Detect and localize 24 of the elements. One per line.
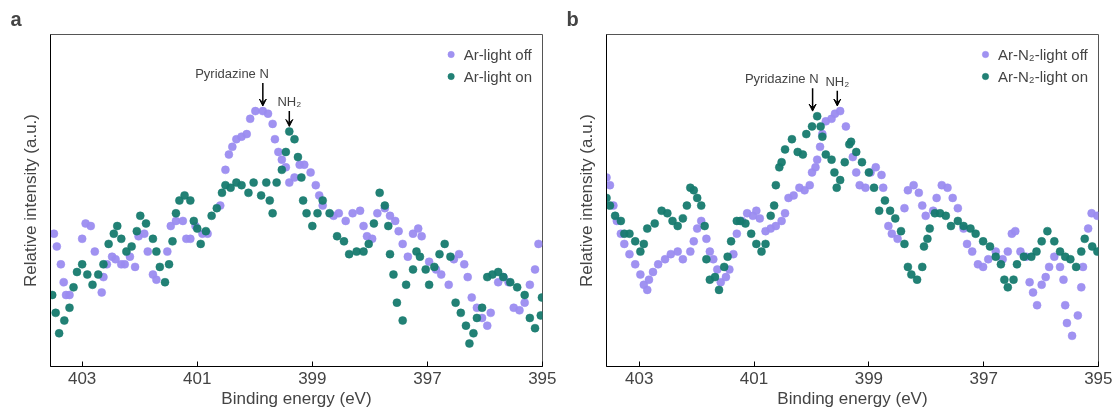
legend-label: Ar-light off [463, 45, 532, 63]
legend-label: Ar-N₂-light off [997, 45, 1088, 63]
x-tick-label: 395 [528, 368, 557, 388]
x-tick-label: 403 [625, 368, 654, 388]
annotation: NH₂ [825, 73, 850, 89]
x-tick-label: 403 [67, 368, 97, 388]
annotation: Pyridazine N [195, 66, 269, 82]
x-tick-label: 399 [854, 368, 884, 388]
x-tick-label: 401 [183, 368, 212, 388]
annotation: Pyridazine N [744, 71, 819, 87]
x-tick-label: 399 [298, 368, 327, 388]
x-tick-label: 395 [1084, 368, 1113, 388]
annotation: NH₂ [277, 94, 302, 110]
x-tick-label: 397 [413, 368, 442, 388]
chart-title: a [10, 7, 23, 30]
x-axis-title: Binding energy (eV) [777, 388, 928, 408]
y-axis-title: Relative intensity (a.u.) [20, 114, 40, 287]
legend-label: Ar-light on [463, 67, 532, 85]
y-axis-title: Relative intensity (a.u.) [576, 114, 596, 287]
x-tick-label: 401 [739, 368, 769, 388]
x-axis-title: Binding energy (eV) [221, 388, 372, 408]
legend-label: Ar-N₂-light on [997, 67, 1088, 85]
x-tick-label: 397 [969, 368, 998, 388]
chart-title: b [566, 7, 579, 30]
